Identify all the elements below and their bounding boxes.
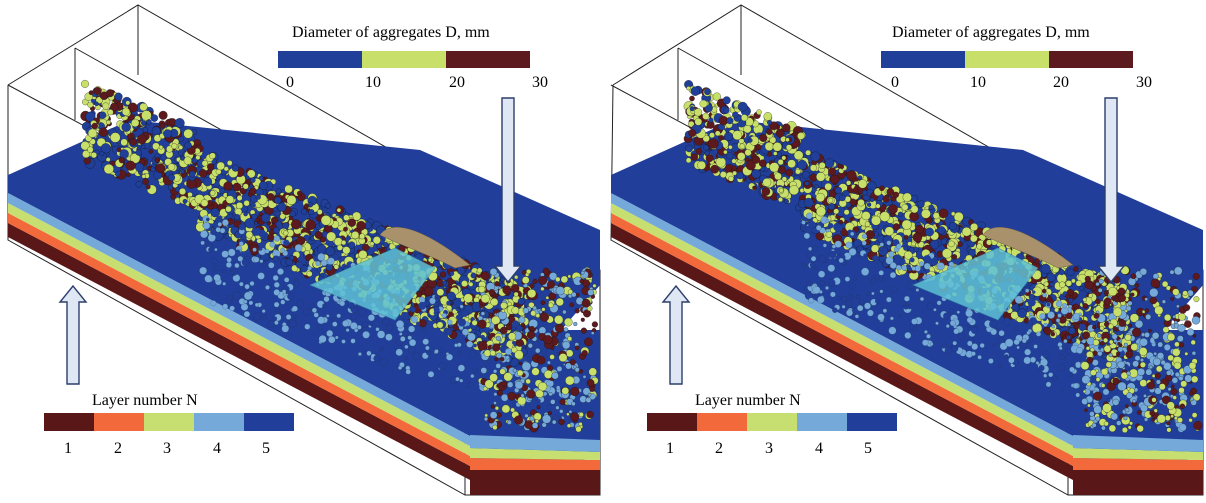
layer-tick-5: 5 xyxy=(864,440,872,457)
diameter-colorbar xyxy=(278,51,530,68)
diameter-tick-30: 30 xyxy=(532,74,548,91)
face-layer-2 xyxy=(470,458,600,470)
diameter-swatch-2 xyxy=(1049,51,1133,68)
layer-band-1 xyxy=(8,223,470,480)
blade-tool xyxy=(379,227,471,269)
layer-legend-title: Layer number N xyxy=(695,392,801,409)
layer-tick-2: 2 xyxy=(114,440,122,457)
diameter-tick-30: 30 xyxy=(1136,74,1152,91)
layer-band-5 xyxy=(611,120,1203,436)
particle-bed-render xyxy=(7,4,601,496)
face-layer-1 xyxy=(470,470,600,495)
layer-swatch-2 xyxy=(94,413,144,431)
layer-swatch-3 xyxy=(144,413,194,431)
layer-colorbar xyxy=(44,413,294,431)
layer-swatch-1 xyxy=(44,413,94,431)
layer-tick-3: 3 xyxy=(163,440,171,457)
diameter-swatch-1 xyxy=(965,51,1049,68)
diameter-tick-0: 0 xyxy=(286,74,294,91)
diameter-swatch-0 xyxy=(881,51,965,68)
diameter-tick-0: 0 xyxy=(891,74,899,91)
particle-bed-render xyxy=(610,4,1204,496)
layer-tick-5: 5 xyxy=(262,440,270,457)
simulation-panel-right: Diameter of aggregates D, mm 0 10 20 30 … xyxy=(603,0,1206,503)
diameter-colorbar xyxy=(881,51,1133,68)
layer-swatch-4 xyxy=(797,413,847,431)
up-arrow-icon xyxy=(58,284,88,385)
layer-tick-4: 4 xyxy=(815,440,823,457)
layer-band-1 xyxy=(611,223,1073,480)
diameter-swatch-0 xyxy=(278,51,362,68)
diameter-legend-title: Diameter of aggregates D, mm xyxy=(292,24,490,41)
layer-swatch-2 xyxy=(697,413,747,431)
layer-band-4 xyxy=(611,193,1073,446)
face-layer-1 xyxy=(1073,470,1203,495)
layer-band-4 xyxy=(8,193,470,446)
layer-colorbar xyxy=(647,413,897,431)
diameter-tick-10: 10 xyxy=(365,74,381,91)
down-arrow-icon xyxy=(493,97,523,284)
blade-tool xyxy=(982,227,1074,269)
layer-swatch-5 xyxy=(244,413,294,431)
cutting-plane xyxy=(309,247,436,321)
up-arrow-icon xyxy=(661,284,691,385)
diameter-tick-20: 20 xyxy=(449,74,465,91)
simulation-panel-left: Diameter of aggregates D, mm 0 10 20 30 … xyxy=(7,4,601,496)
layer-tick-1: 1 xyxy=(666,440,674,457)
diameter-legend-title: Diameter of aggregates D, mm xyxy=(892,24,1090,41)
diameter-swatch-1 xyxy=(362,51,446,68)
diameter-tick-20: 20 xyxy=(1053,74,1069,91)
cutting-plane xyxy=(912,247,1039,321)
diameter-swatch-2 xyxy=(446,51,530,68)
layer-swatch-1 xyxy=(647,413,697,431)
face-layer-4 xyxy=(470,435,600,452)
layer-swatch-4 xyxy=(194,413,244,431)
layer-tick-1: 1 xyxy=(64,440,72,457)
layer-band-3 xyxy=(8,203,470,456)
layer-band-3 xyxy=(611,203,1073,456)
face-layer-4 xyxy=(1073,435,1203,452)
layer-tick-4: 4 xyxy=(213,440,221,457)
down-arrow-icon xyxy=(1096,97,1126,284)
layer-legend-title: Layer number N xyxy=(92,392,198,409)
layer-strata xyxy=(611,120,1203,480)
layer-band-2 xyxy=(611,213,1073,466)
face-layer-2 xyxy=(1073,458,1203,470)
layer-tick-2: 2 xyxy=(715,440,723,457)
layer-swatch-3 xyxy=(747,413,797,431)
layer-band-2 xyxy=(8,213,470,466)
layer-swatch-5 xyxy=(847,413,897,431)
layer-tick-3: 3 xyxy=(765,440,773,457)
diameter-tick-10: 10 xyxy=(970,74,986,91)
